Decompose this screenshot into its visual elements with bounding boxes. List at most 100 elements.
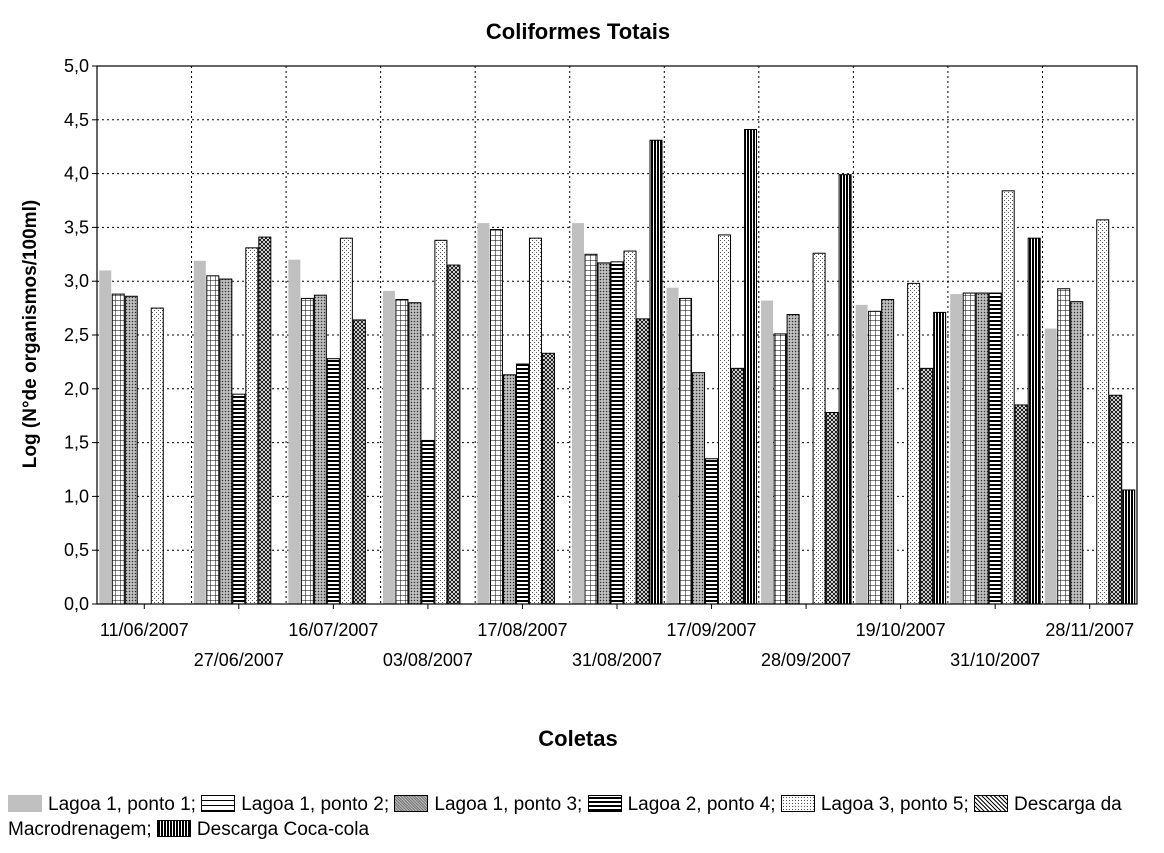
- bar: [649, 139, 663, 605]
- y-tick-label: 1,5: [64, 433, 89, 453]
- bar: [219, 278, 233, 605]
- bar: [395, 298, 409, 605]
- y-tick-label: 0,0: [64, 594, 89, 614]
- chart: Coliformes Totais Log (N°de organismos/1…: [20, 19, 1138, 751]
- x-tick-label: 19/10/2007: [856, 620, 946, 640]
- bar: [193, 260, 206, 604]
- legend-swatch: [394, 795, 429, 812]
- legend-label: Lagoa 1, ponto 3;: [434, 794, 583, 815]
- y-tick-label: 4,0: [64, 164, 89, 184]
- y-tick-label: 3,5: [64, 217, 89, 237]
- bar: [812, 252, 826, 605]
- bar: [855, 304, 868, 604]
- legend: Lagoa 1, ponto 1; Lagoa 1, ponto 2; Lago…: [8, 792, 1158, 842]
- bar: [99, 270, 112, 604]
- bar: [477, 223, 490, 604]
- x-tick-label: 11/06/2007: [100, 620, 189, 640]
- x-tick-label: 28/11/2007: [1045, 620, 1134, 640]
- legend-swatch: [587, 795, 622, 812]
- bar: [382, 290, 395, 604]
- bar: [300, 297, 314, 605]
- bar: [744, 128, 758, 605]
- y-axis-label: Log (N°de organismos/100ml): [20, 200, 41, 468]
- axes: [92, 65, 1138, 609]
- bar: [920, 367, 934, 605]
- bar: [597, 262, 611, 605]
- legend-item: Descarga Coca-cola: [156, 819, 370, 840]
- bar: [1001, 190, 1015, 605]
- bar: [313, 294, 327, 605]
- bar: [1096, 219, 1110, 605]
- bar: [718, 234, 732, 605]
- x-tick-label: 03/08/2007: [383, 650, 473, 670]
- bar: [636, 318, 650, 605]
- bar: [975, 292, 989, 605]
- bar: [258, 236, 272, 605]
- bar: [528, 237, 542, 605]
- legend-label: Descarga da Macrodrenagem;: [8, 794, 1122, 840]
- x-tick-labels: 11/06/200727/06/200716/07/200703/08/2007…: [100, 620, 1134, 670]
- bar: [825, 411, 839, 605]
- bar: [666, 287, 679, 604]
- x-tick-label: 16/07/2007: [288, 620, 378, 640]
- legend-label: Lagoa 1, ponto 1;: [48, 794, 196, 815]
- bar: [907, 282, 921, 605]
- bar: [731, 367, 745, 605]
- bar: [489, 229, 503, 605]
- x-tick-label: 31/08/2007: [572, 650, 662, 670]
- bar: [232, 393, 246, 605]
- bar: [111, 293, 125, 605]
- bar: [881, 298, 895, 605]
- bar: [502, 374, 516, 605]
- bar: [786, 314, 800, 605]
- legend-item: Lagoa 1, ponto 2;: [201, 794, 389, 815]
- bar: [1044, 328, 1057, 604]
- bar: [950, 294, 963, 604]
- bar: [245, 247, 259, 605]
- legend-swatch: [156, 820, 191, 837]
- y-tick-label: 4,5: [64, 110, 89, 130]
- legend-swatch: [8, 795, 42, 812]
- bar: [868, 310, 882, 605]
- legend-item: Lagoa 3, ponto 5;: [780, 794, 969, 815]
- bar: [623, 250, 637, 605]
- bar: [339, 237, 353, 605]
- bar: [150, 307, 164, 605]
- bar: [988, 292, 1002, 605]
- bar: [421, 439, 435, 605]
- legend-item: Lagoa 1, ponto 3;: [394, 794, 582, 815]
- bar: [408, 302, 422, 605]
- legend-label: Descarga Coca-cola: [196, 819, 370, 840]
- y-tick-label: 3,0: [64, 271, 89, 291]
- legend-swatch: [201, 795, 236, 812]
- bar: [761, 300, 774, 604]
- bar: [434, 239, 448, 605]
- bar: [610, 261, 624, 605]
- x-tick-label: 31/10/2007: [950, 650, 1040, 670]
- y-tick-label: 2,5: [64, 325, 89, 345]
- legend-item: Lagoa 1, ponto 1;: [8, 794, 196, 815]
- bar: [692, 372, 706, 605]
- x-axis-label: Coletas: [538, 726, 617, 751]
- bar: [705, 458, 719, 605]
- x-tick-label: 28/09/2007: [761, 650, 851, 670]
- bar: [1014, 404, 1028, 605]
- bar: [288, 259, 301, 604]
- bar: [541, 352, 555, 605]
- bar: [1122, 489, 1136, 605]
- legend-label: Lagoa 1, ponto 2;: [241, 794, 390, 815]
- y-tick-label: 2,0: [64, 379, 89, 399]
- bar: [773, 333, 787, 605]
- legend-label: Lagoa 3, ponto 5;: [820, 794, 969, 815]
- bar: [679, 297, 693, 605]
- legend-swatch: [974, 795, 1009, 812]
- legend-item: Descarga da Macrodrenagem;: [8, 794, 1122, 840]
- x-tick-label: 17/09/2007: [666, 620, 756, 640]
- y-tick-label: 5,0: [64, 56, 89, 76]
- bar: [515, 363, 529, 605]
- bar: [124, 295, 138, 605]
- legend-item: Lagoa 2, ponto 4;: [587, 794, 776, 815]
- bar: [933, 311, 947, 605]
- bar: [1057, 288, 1071, 605]
- bar: [1070, 301, 1084, 605]
